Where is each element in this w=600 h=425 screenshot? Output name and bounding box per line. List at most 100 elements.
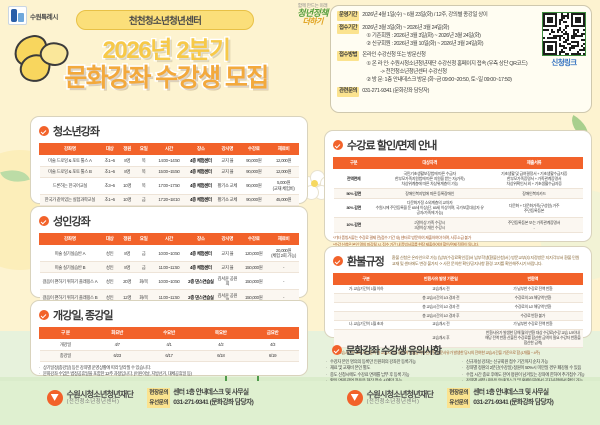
refund-footnote: *총 교습시간은 교육시간 등이 총 교습시간을 정하며 반환금액이 산정된 방… bbox=[333, 350, 540, 356]
table-cell: 성인 bbox=[100, 244, 119, 263]
column-header: 시간 bbox=[151, 232, 187, 246]
footer-contact-line: 현장문의 센터 1층 안내데스크 및 사무실 bbox=[447, 388, 553, 398]
notice-item: 중도 신청시에도 수강료 면제를 납부 후 등록 가능 bbox=[326, 372, 456, 379]
column-header: 대상 bbox=[99, 142, 120, 156]
adult-course-table: 강좌명 대상 정원 요일 시간 장소 강사명 수강료 재료비 미술 실기실습반 A 성인 8명 금 10… bbox=[39, 232, 299, 319]
schedule-section-header: 개강일, 종강일 bbox=[39, 307, 299, 323]
application-method-online-detail: -> 천천청소년청년센터 수강신청 bbox=[380, 68, 447, 75]
table-cell: 4층 체험센터 bbox=[186, 166, 216, 178]
application-method-main: 온라인 수강신청 또는 방문신청 bbox=[362, 52, 426, 59]
info-tag-application-period: 접수기간 bbox=[337, 23, 360, 34]
notice-item: 수강자 본인 명의의 등록만 인원회의 강좌만 등록가능 bbox=[326, 359, 456, 366]
info-tag-inquiry: 관련문의 bbox=[337, 87, 360, 98]
table-row: 교습개시 후 반환사유가 발생한 당해 월의 반환 대상 수강료(수강 교습 1/… bbox=[333, 329, 583, 349]
table-row: 전액면제 국민기초생활보장법에 따른 수급자 한부모가족지원법에 따른 지원을 받는… bbox=[333, 168, 583, 189]
table-row: 총 교습시간의 1/3 경과 전 수강료의 2/3 해당액 반환 bbox=[333, 293, 583, 304]
discount-label-cell: 30% 감면 bbox=[333, 198, 374, 219]
info-tag-operation-period: 운영기간 bbox=[337, 11, 360, 21]
table-cell: 4/3 bbox=[246, 338, 299, 351]
column-header: 수강료 bbox=[238, 232, 270, 246]
table-cell: 14:00~14:50 bbox=[151, 154, 187, 167]
qr-code-image[interactable] bbox=[542, 12, 586, 56]
schedule-table-header-row: 구 분 화요반 수요반 목요반 금요반 bbox=[39, 326, 299, 340]
table-cell: 반환사유가 발생한 당해 월의 반환 대상 수강료(수강 교습 1/3이내 해당… bbox=[483, 329, 583, 349]
application-method-online: ① 온 라 인: 수원시청소년청년재단 수강신청 홈페이지 접속 (우측 상단 … bbox=[366, 60, 528, 67]
discount-target-cell: 장애인복지법에 따른 등록장애인 bbox=[373, 188, 486, 199]
city-logo-label: 수원특례시 bbox=[30, 13, 58, 21]
column-header: 재료비 bbox=[268, 142, 299, 156]
adult-section-title: 성인강좌 bbox=[53, 216, 91, 228]
table-cell: 개강일 bbox=[39, 338, 92, 351]
footer-contact-text: 031-271-9341 (문화강좌 담당자) bbox=[173, 398, 254, 406]
table-cell: 총 교습시간의 1/2 경과 전 bbox=[398, 302, 484, 312]
discount-card: 수강료 할인/면제 안내 구분 대상자격 제출서류 전액면제 국민기초생활보장법에 따… bbox=[324, 130, 592, 247]
table-cell: 초1~6 bbox=[100, 154, 119, 167]
footer-contact-line: 유선문의 031-271-9341 (문화강좌 담당자) bbox=[147, 398, 254, 408]
column-header: 요일 bbox=[134, 142, 153, 156]
column-header: 장소 bbox=[185, 232, 217, 246]
table-row: 총 교습시간의 1/2 경과 전 수강료의 1/2 해당액 반환 bbox=[333, 302, 583, 312]
column-header: 구분 bbox=[333, 272, 399, 286]
schedule-table-body: 개강일 4/7 4/1 4/2 4/3 종강일 6/23 6/17 6/18 6/19 bbox=[39, 338, 299, 362]
youth-section-header: 청소년강좌 bbox=[39, 123, 299, 139]
program-info-box: 운영기간 2026년 4월 1일(수) ~ 6월 23일(화) / 12주, 강… bbox=[330, 5, 592, 113]
youth-table-body: 미술 드로잉 & 포토 툴스 A 초1~6 8명 목 14:00~14:50 4층 체험센… bbox=[39, 154, 299, 207]
column-header: 반환사유 발생 기준일 bbox=[397, 272, 484, 286]
notice-item: 재료 및 교재비 본인 별도 bbox=[326, 365, 456, 372]
table-cell: 수강료 반환 불가 bbox=[483, 311, 583, 321]
table-cell: 교지 율 bbox=[215, 154, 239, 167]
table-cell bbox=[333, 311, 399, 321]
table-cell: 15:00~15:50 bbox=[151, 166, 187, 178]
table-cell: 17:00~17:50 bbox=[151, 177, 187, 195]
discount-section-title: 수강료 할인/면제 안내 bbox=[347, 140, 437, 152]
discount-docs-cell: 장애인복지카드 bbox=[485, 188, 583, 199]
column-header: 재료비 bbox=[268, 232, 299, 246]
application-method-visit: ② 방 문: 1층 안내데스크 방문 (화~금 09:00~20:50, 토~일… bbox=[366, 77, 512, 84]
application-period-main: 2026년 3월 3일(화) ~ 2026년 3월 24일(화) bbox=[362, 24, 450, 31]
table-row: 50% 감면 장애인복지법에 따른 등록장애인 장애인복지카드 bbox=[333, 188, 583, 199]
refund-section-title: 환불규정 bbox=[347, 256, 385, 268]
column-header: 구 분 bbox=[39, 326, 92, 340]
schedule-table: 구 분 화요반 수요반 목요반 금요반 개강일 4/7 4/1 4/2 4/3 종강일 6/23 6/… bbox=[39, 326, 299, 362]
foundation-name: 수원시청소년청년재단 bbox=[366, 390, 434, 400]
discount-table: 구분 대상자격 제출서류 전액면제 국민기초생활보장법에 따른 수급자 한부모가족지원법… bbox=[332, 156, 583, 233]
table-cell: 150,000원 bbox=[238, 261, 269, 274]
table-cell: 12,000원 bbox=[268, 154, 299, 167]
footer-contact-line: 현장문의 센터 1층 안내데스크 및 사무실 bbox=[147, 388, 253, 398]
table-cell: 10명 bbox=[118, 177, 136, 195]
schedule-note-item: 문화강좌 수업은 법정공휴일을 포함한 12주 과정입니다. (어린이날, 지방… bbox=[39, 371, 299, 378]
qr-code-label: 신청링크 bbox=[551, 58, 577, 67]
table-cell: - bbox=[268, 272, 299, 291]
youth-section-title: 청소년강좌 bbox=[53, 126, 100, 138]
foundation-subname: (천천청소년청년센터) bbox=[66, 399, 120, 406]
table-cell: 90,000원 bbox=[238, 177, 269, 195]
refund-table-header-row: 구분 반환사유 발생 기준일 반환액 bbox=[333, 272, 584, 286]
application-qr-block[interactable]: 신청링크 bbox=[541, 12, 587, 68]
table-cell: 8명 bbox=[118, 154, 136, 167]
foundation-name-block: 수원시청소년청년재단 (천천청소년청년센터) bbox=[367, 390, 434, 405]
table-row: 총 교습시간의 1/2 경과 후 수강료 반환 불가 bbox=[333, 311, 583, 321]
table-cell: 11:00~11:50 bbox=[151, 261, 187, 274]
table-cell: 6/17 bbox=[143, 350, 195, 362]
table-cell: 금 bbox=[135, 194, 152, 207]
table-cell bbox=[333, 302, 399, 312]
footer-contact-text: 031-271-9341 (문화강좌 담당자) bbox=[473, 398, 554, 406]
table-cell: 90,000원 bbox=[238, 154, 269, 167]
footer-contact-block: 현장문의 센터 1층 안내데스크 및 사무실 유선문의 031-271-9341 (문… bbox=[147, 388, 254, 408]
column-header: 구분 bbox=[332, 156, 375, 170]
table-cell: 수강료의 2/3 해당액 반환 bbox=[483, 293, 583, 304]
discount-label-cell: 전액면제 bbox=[333, 168, 374, 189]
footer-contact-tag: 현장문의 bbox=[447, 388, 471, 398]
table-cell: 2층 댄스연습실 bbox=[186, 272, 216, 291]
discount-docs-cell: 다문화 + 다문화가족(구성원) 거주 주민등록등본 bbox=[485, 198, 583, 219]
table-cell: 성인 bbox=[100, 272, 119, 291]
footer-contact-tag: 현장문의 bbox=[147, 388, 171, 398]
column-header: 대상자격 bbox=[373, 156, 487, 170]
adult-table-header-row: 강좌명 대상 정원 요일 시간 장소 강사명 수강료 재료비 bbox=[39, 232, 299, 246]
info-value-inquiry: 031-271-9341 (문화강좌 담당자) bbox=[362, 88, 430, 95]
foundation-subname: (천천청소년청년센터) bbox=[366, 399, 420, 406]
